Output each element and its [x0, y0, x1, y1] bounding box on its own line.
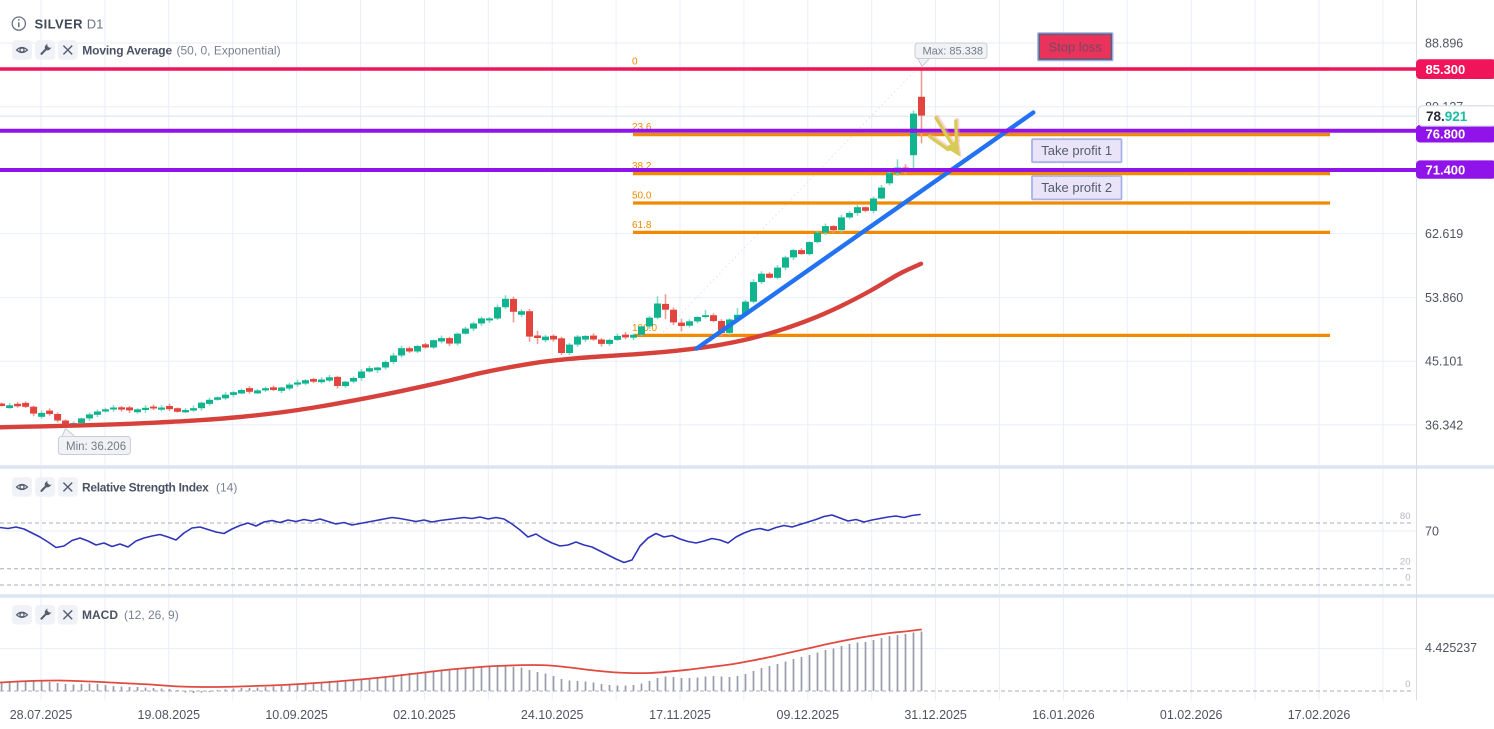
svg-text:53.860: 53.860 — [1425, 291, 1463, 305]
svg-text:31.12.2025: 31.12.2025 — [904, 708, 967, 722]
svg-text:70: 70 — [1425, 524, 1439, 538]
svg-text:19.08.2025: 19.08.2025 — [138, 708, 201, 722]
svg-text:Take profit 1: Take profit 1 — [1041, 143, 1112, 158]
svg-text:20: 20 — [1400, 556, 1411, 567]
svg-text:D1: D1 — [87, 16, 104, 31]
svg-text:0: 0 — [632, 57, 638, 68]
svg-text:38.2: 38.2 — [632, 161, 652, 172]
svg-text:(14): (14) — [216, 480, 237, 494]
svg-text:78.921: 78.921 — [1426, 109, 1468, 124]
svg-text:Take profit 2: Take profit 2 — [1041, 180, 1112, 195]
svg-text:MACD: MACD — [82, 608, 118, 622]
svg-text:71.400: 71.400 — [1426, 163, 1466, 178]
svg-text:24.10.2025: 24.10.2025 — [521, 708, 584, 722]
svg-text:36.342: 36.342 — [1425, 418, 1463, 432]
svg-text:50.0: 50.0 — [632, 191, 652, 202]
svg-text:17.02.2026: 17.02.2026 — [1288, 708, 1351, 722]
svg-text:80: 80 — [1400, 511, 1411, 522]
svg-text:61.8: 61.8 — [632, 220, 652, 231]
svg-text:01.02.2026: 01.02.2026 — [1160, 708, 1223, 722]
svg-text:23.6: 23.6 — [632, 122, 652, 133]
svg-text:85.300: 85.300 — [1426, 62, 1466, 77]
svg-text:Relative Strength Index: Relative Strength Index — [82, 480, 209, 494]
svg-text:88.896: 88.896 — [1425, 36, 1463, 50]
svg-text:SILVER: SILVER — [35, 16, 84, 31]
svg-text:0: 0 — [1405, 679, 1410, 690]
svg-text:76.800: 76.800 — [1426, 126, 1466, 141]
svg-text:(50, 0, Exponential): (50, 0, Exponential) — [177, 43, 281, 57]
svg-text:10.09.2025: 10.09.2025 — [265, 708, 328, 722]
svg-text:17.11.2025: 17.11.2025 — [649, 708, 711, 722]
svg-text:Moving Average: Moving Average — [82, 43, 172, 57]
svg-text:45.101: 45.101 — [1425, 355, 1463, 369]
svg-text:Max: 85.338: Max: 85.338 — [923, 46, 984, 58]
svg-text:4.425237: 4.425237 — [1425, 641, 1477, 655]
svg-text:0: 0 — [1405, 573, 1410, 584]
svg-text:09.12.2025: 09.12.2025 — [777, 708, 840, 722]
svg-text:(12, 26, 9): (12, 26, 9) — [124, 608, 179, 622]
svg-text:16.01.2026: 16.01.2026 — [1032, 708, 1095, 722]
svg-text:Stop loss: Stop loss — [1048, 39, 1102, 54]
svg-text:Min: 36.206: Min: 36.206 — [66, 441, 126, 453]
svg-text:62.619: 62.619 — [1425, 227, 1463, 241]
svg-text:28.07.2025: 28.07.2025 — [10, 708, 73, 722]
svg-text:02.10.2025: 02.10.2025 — [393, 708, 456, 722]
